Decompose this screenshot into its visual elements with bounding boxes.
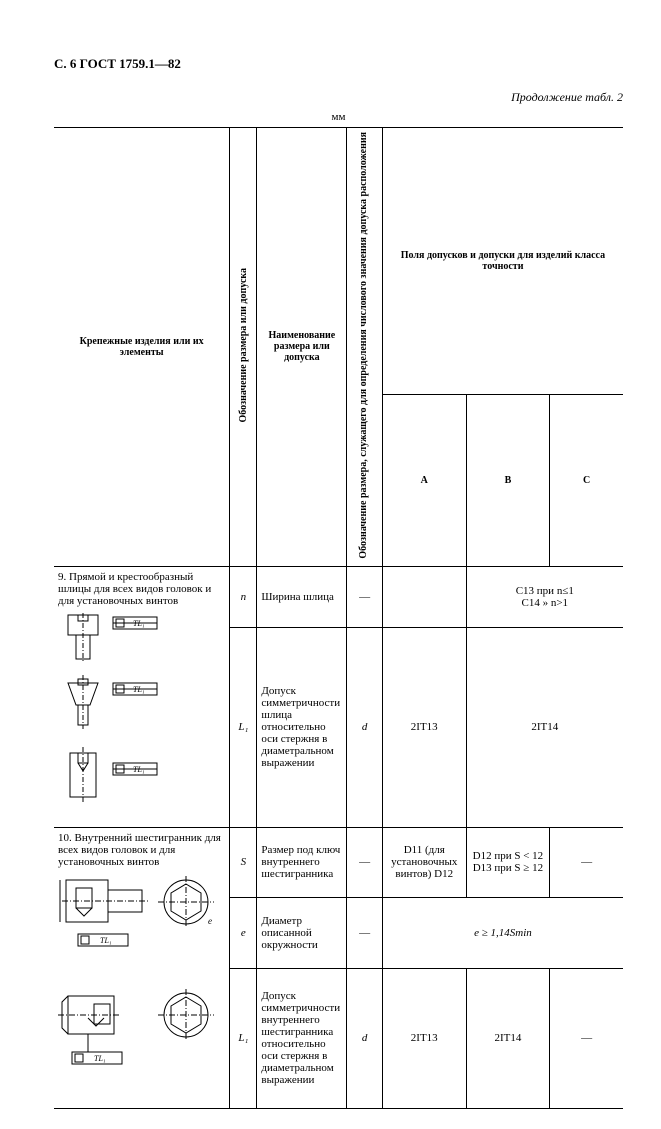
r9a-name: Ширина шлица xyxy=(257,566,347,627)
r10b-abc: e ≥ 1,14Smin xyxy=(382,898,623,969)
r10c-sym: L₁ xyxy=(230,968,257,1108)
col-b: В xyxy=(466,394,550,566)
r9a-bc: C13 при n≤1 C14 » n>1 xyxy=(466,566,623,627)
col-ref: Обозначение размера, служащего для опред… xyxy=(347,128,383,567)
svg-text:TL₁: TL₁ xyxy=(133,765,145,774)
r10b-ref: — xyxy=(347,898,383,969)
r10c-b: 2IT14 xyxy=(466,968,550,1108)
r10c-c: — xyxy=(550,968,623,1108)
col-symbol: Обозначение размера или допуска xyxy=(230,128,257,567)
r9b-a: 2IT13 xyxy=(382,627,466,827)
row10-diagram: S e TL₁ xyxy=(58,874,225,1104)
r10b-name: Диаметр описанной окружности xyxy=(257,898,347,969)
col-a: А xyxy=(382,394,466,566)
r10a-ref: — xyxy=(347,827,383,898)
row9-element: 9. Прямой и крестообразный шлицы для все… xyxy=(54,566,230,827)
r10a-b: D12 при S < 12 D13 при S ≥ 12 xyxy=(466,827,550,898)
svg-text:e: e xyxy=(208,916,212,926)
col-c: С xyxy=(550,394,623,566)
r9a-ref: — xyxy=(347,566,383,627)
col-name: Наименование размера или допуска xyxy=(257,128,347,567)
main-table: Крепежные изделия или их элементы Обозна… xyxy=(54,127,623,1109)
svg-text:TL₁: TL₁ xyxy=(100,936,112,945)
r10c-name: Допуск симметричности внутреннего шестиг… xyxy=(257,968,347,1108)
r10c-ref: d xyxy=(347,968,383,1108)
row9-diagram: TL₁ TL₁ xyxy=(58,613,225,823)
r10a-c: — xyxy=(550,827,623,898)
r9a-a xyxy=(382,566,466,627)
r9b-bc: 2IT14 xyxy=(466,627,623,827)
table-continuation: Продолжение табл. 2 xyxy=(54,90,623,105)
svg-text:TL₁: TL₁ xyxy=(133,619,145,628)
svg-text:TL₁: TL₁ xyxy=(133,685,145,694)
r9b-sym: L₁ xyxy=(230,627,257,827)
r10c-a: 2IT13 xyxy=(382,968,466,1108)
r10a-sym: S xyxy=(230,827,257,898)
col-tolerance-group: Поля допусков и допуски для изделий клас… xyxy=(382,128,623,395)
r10a-a: D11 (для установочных винтов) D12 xyxy=(382,827,466,898)
r10a-name: Размер под ключ внутреннего шестигранник… xyxy=(257,827,347,898)
r9b-name: Допуск симметричности шлица относительно… xyxy=(257,627,347,827)
col-elements: Крепежные изделия или их элементы xyxy=(54,128,230,567)
page-header: С. 6 ГОСТ 1759.1—82 xyxy=(54,56,623,72)
svg-text:TL₁: TL₁ xyxy=(94,1054,106,1063)
unit-label: мм xyxy=(54,111,623,123)
r10b-sym: e xyxy=(230,898,257,969)
r9b-ref: d xyxy=(347,627,383,827)
r9a-sym: n xyxy=(230,566,257,627)
row10-element: 10. Внутренний шестигранник для всех вид… xyxy=(54,827,230,1108)
